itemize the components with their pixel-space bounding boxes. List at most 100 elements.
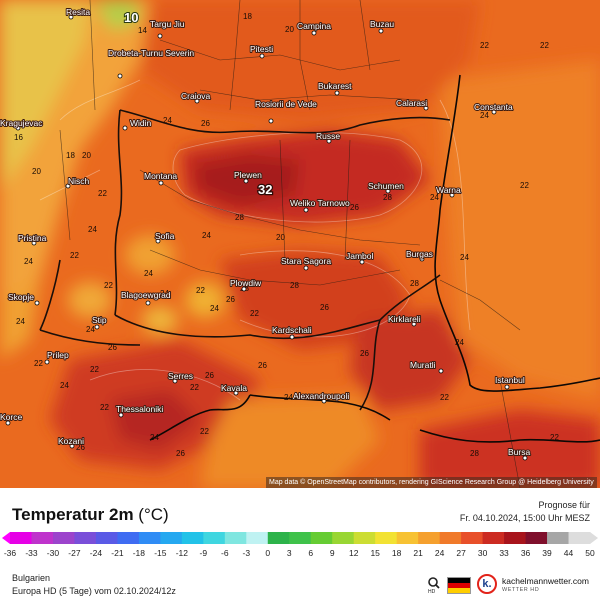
colorbar-tick-label: 18 [391,548,402,558]
colorbar-cell [461,532,484,544]
temperature-label: 24 [163,116,172,125]
colorbar-tick-label: -36 [3,548,17,558]
temperature-label: 20 [82,151,91,160]
city-kirklareli[interactable]: Kirklareli [387,313,422,327]
city-kardschali[interactable]: Kardschali [271,324,313,340]
colorbar-cell [181,532,204,544]
city-jambol[interactable]: Jambol [345,250,375,265]
city-targu-jiu[interactable]: Targu Jiu [149,18,186,39]
colorbar-cell [568,532,591,544]
city-nisch[interactable]: Nisch [65,175,91,189]
colorbar-tick-label: -12 [175,548,188,558]
city-resita[interactable]: Resita [65,6,91,20]
city-alexandroupoli[interactable]: Alexandroupoli [292,390,350,404]
city-istanbul[interactable]: Istanbul [494,374,526,390]
city-serres[interactable]: Serres [167,370,194,384]
kachelmann-logo-icon[interactable]: k. [477,574,497,594]
brand-name[interactable]: kachelmannwetter.com [502,576,589,586]
city-warna[interactable]: Warna [435,184,462,198]
city-kragujevac[interactable]: Kragujevac [0,117,44,131]
city-stara-sagora[interactable]: Stara Sagora [280,255,332,271]
city-schumen[interactable]: Schumen [367,180,405,194]
temperature-map[interactable]: 14 16 18 20 22 24 26 28 18 20 22 22 24 2… [0,0,600,488]
country-borders [39,109,451,411]
city-kavala[interactable]: Kavala [220,382,248,396]
city-kozani[interactable]: Kozani [57,435,85,449]
colorbar-tick-label: 24 [434,548,445,558]
city-calarasi[interactable]: Calarasi [395,97,429,111]
legend-title: Temperatur 2m (°C) [12,505,169,525]
city-constanta[interactable]: Constanta [473,101,514,115]
colorbar-cell [246,532,269,544]
colorbar-cell [74,532,97,544]
temperature-label: 24 [455,338,464,347]
city-widin[interactable]: Widin [122,117,153,131]
city-pristina[interactable]: Pristina [17,232,48,246]
colorbar-cell [95,532,118,544]
german-flag-icon[interactable] [447,577,471,594]
city-craiova[interactable]: Craiova [180,90,212,104]
city-montana[interactable]: Montana [143,170,178,186]
city-korce[interactable]: Korce [0,411,23,426]
temperature-label: 26 [201,119,210,128]
temperature-label: 26 [76,443,85,452]
temperature-label: 24 [60,381,69,390]
city-bukarest[interactable]: Bukarest [317,80,353,96]
city-blagoewgrad[interactable]: Blagoewgrad [120,289,172,306]
city-buzau[interactable]: Buzau [369,18,395,34]
colorbar-tick-label: 0 [265,548,271,558]
region-borders [59,0,521,488]
city-prilep[interactable]: Prilep [44,349,70,365]
city-drobeta-turnu-severin[interactable]: Drobeta-Turnu Severin [107,47,195,79]
city-thessaloniki[interactable]: Thessaloniki [115,403,164,418]
city-label-weliko-tarnowo: Weliko Tarnowo [290,198,350,208]
colorbar-tick-label: 39 [542,548,552,558]
city-bursa[interactable]: Bursa [507,446,531,461]
city-label-craiova: Craiova [181,91,211,101]
city-pitesti[interactable]: Pitesti [249,43,274,59]
colorbar-tick-label: 21 [413,548,423,558]
temperature-label: 26 [226,295,235,304]
map-canvas: 14 16 18 20 22 24 26 28 18 20 22 22 24 2… [0,0,600,488]
temperature-label: 26 [320,303,329,312]
temperature-label: 26 [108,343,117,352]
city-muratli[interactable]: Muratli [409,359,444,374]
temperature-label: 24 [24,257,33,266]
city-skopje[interactable]: Skopje [7,291,40,306]
temperature-label: 26 [258,361,267,370]
temperature-label: 26 [350,203,359,212]
city-rosiorii-de-vede[interactable]: Rosiorii de Vede [254,98,318,124]
colorbar-tick-label: 36 [520,548,531,558]
city-sofia[interactable]: Sofia [154,230,176,244]
city-label-constanta: Constanta [474,102,513,112]
colorbar-tick-label: -21 [111,548,124,558]
temperature-label: 24 [150,433,159,442]
city-weliko-tarnowo[interactable]: Weliko Tarnowo [289,197,351,213]
colorbar-tick-label: 44 [563,548,574,558]
city-russe[interactable]: Russe [315,130,341,144]
temperature-label: 22 [520,181,529,190]
colorbar-cell [203,532,226,544]
colorbar-arrow-right [590,532,598,544]
city-plewen[interactable]: Plewen [233,169,263,184]
city-burgas[interactable]: Burgas [405,248,434,262]
city-label-plewen: Plewen [234,170,262,180]
city-label-stara-sagora: Stara Sagora [281,256,331,266]
city-label-russe: Russe [316,131,340,141]
colorbar-cell [289,532,312,544]
city-label-targu-jiu: Targu Jiu [150,19,185,29]
city-label-istanbul: Istanbul [495,375,525,385]
city-label-drobeta-turnu-severin: Drobeta-Turnu Severin [108,48,194,58]
city-label-kragujevac: Kragujevac [0,118,43,128]
city-campina[interactable]: Campina [296,20,332,36]
forecast-time: Fr. 04.10.2024, 15:00 Uhr MESZ [459,513,590,523]
temperature-zones [0,0,600,488]
temperature-label: 18 [66,151,75,160]
city-stip[interactable]: Stip [91,314,108,330]
colorbar-tick-label: -9 [199,548,208,558]
city-label-nisch: Nisch [68,176,90,186]
city-label-stip: Stip [92,315,107,325]
city-plowdiw[interactable]: Plowdiw [229,277,263,292]
magnifier-hd-icon[interactable]: HD [427,576,441,594]
city-label-serres: Serres [168,371,193,381]
